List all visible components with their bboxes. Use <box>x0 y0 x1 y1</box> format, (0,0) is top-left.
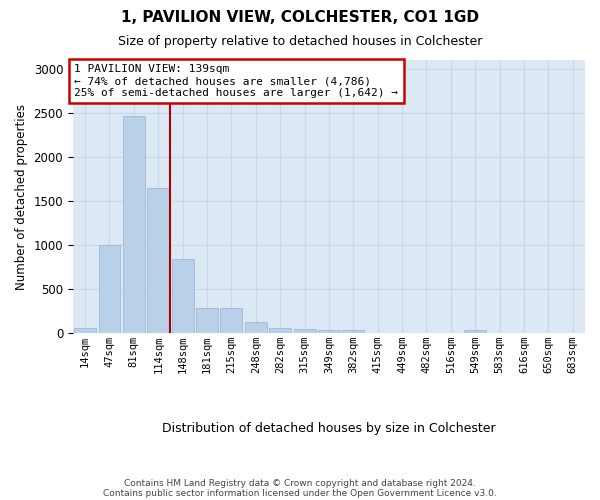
Bar <box>147 188 169 333</box>
Text: 1, PAVILION VIEW, COLCHESTER, CO1 1GD: 1, PAVILION VIEW, COLCHESTER, CO1 1GD <box>121 10 479 25</box>
Bar <box>220 308 242 333</box>
Bar <box>269 328 291 333</box>
Bar <box>245 322 267 333</box>
Bar <box>464 330 486 333</box>
Text: 1 PAVILION VIEW: 139sqm
← 74% of detached houses are smaller (4,786)
25% of semi: 1 PAVILION VIEW: 139sqm ← 74% of detache… <box>74 64 398 98</box>
X-axis label: Distribution of detached houses by size in Colchester: Distribution of detached houses by size … <box>162 422 496 435</box>
Text: Size of property relative to detached houses in Colchester: Size of property relative to detached ho… <box>118 35 482 48</box>
Bar <box>343 330 364 333</box>
Bar <box>318 330 340 333</box>
Text: Contains public sector information licensed under the Open Government Licence v3: Contains public sector information licen… <box>103 488 497 498</box>
Bar <box>123 116 145 333</box>
Bar <box>293 328 316 333</box>
Bar <box>98 245 121 333</box>
Y-axis label: Number of detached properties: Number of detached properties <box>15 104 28 290</box>
Bar <box>196 308 218 333</box>
Bar <box>172 259 194 333</box>
Text: Contains HM Land Registry data © Crown copyright and database right 2024.: Contains HM Land Registry data © Crown c… <box>124 478 476 488</box>
Bar <box>74 328 96 333</box>
